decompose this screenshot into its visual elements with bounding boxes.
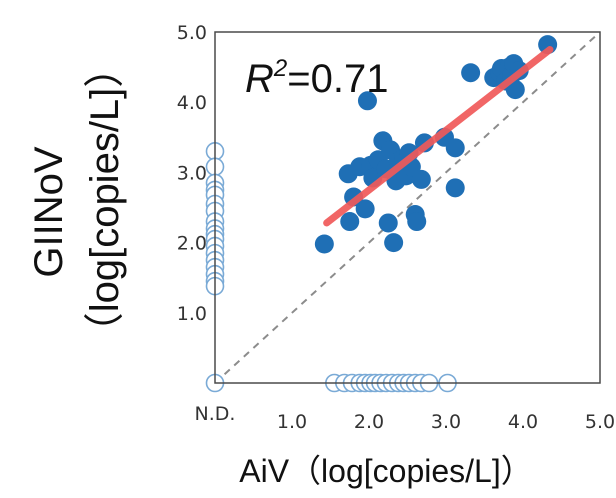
data-point [505, 80, 525, 100]
data-point [461, 63, 481, 83]
y-axis-title-line2: （log[copies/L]） [83, 48, 127, 353]
r-squared-annotation: R2=0.71 [245, 55, 388, 101]
data-point [340, 212, 360, 232]
x-tick-label: 1.0 [277, 411, 307, 433]
identity-reference-line [214, 31, 601, 384]
data-point [357, 91, 377, 111]
x-tick-label: 4.0 [508, 411, 538, 433]
y-tick-label: 2.0 [177, 233, 207, 255]
x-axis-title: AiV（log[copies/L]） [239, 453, 532, 489]
x-tick-label: 5.0 [585, 411, 615, 433]
data-point [384, 233, 404, 253]
data-point [314, 234, 334, 254]
data-point [445, 138, 465, 158]
r-squared-superscript: 2 [273, 55, 287, 82]
y-axis-title-line1: GIINoV [27, 146, 71, 277]
plot-frame [214, 31, 601, 384]
data-point [378, 213, 398, 233]
y-tick-label: 5.0 [177, 22, 207, 44]
y-tick-label: 4.0 [177, 92, 207, 114]
x-tick-label: N.D. [195, 403, 236, 425]
x-tick-label: 2.0 [354, 411, 384, 433]
regression-line [323, 46, 554, 227]
data-point [355, 199, 375, 219]
y-tick-label: 3.0 [177, 162, 207, 184]
data-point [407, 212, 427, 232]
data-point [445, 178, 465, 198]
r-squared-value: =0.71 [287, 57, 388, 101]
y-tick-label: 1.0 [177, 303, 207, 325]
x-tick-label: 3.0 [431, 411, 461, 433]
data-point [411, 169, 431, 189]
r-squared-prefix: R [245, 57, 274, 101]
